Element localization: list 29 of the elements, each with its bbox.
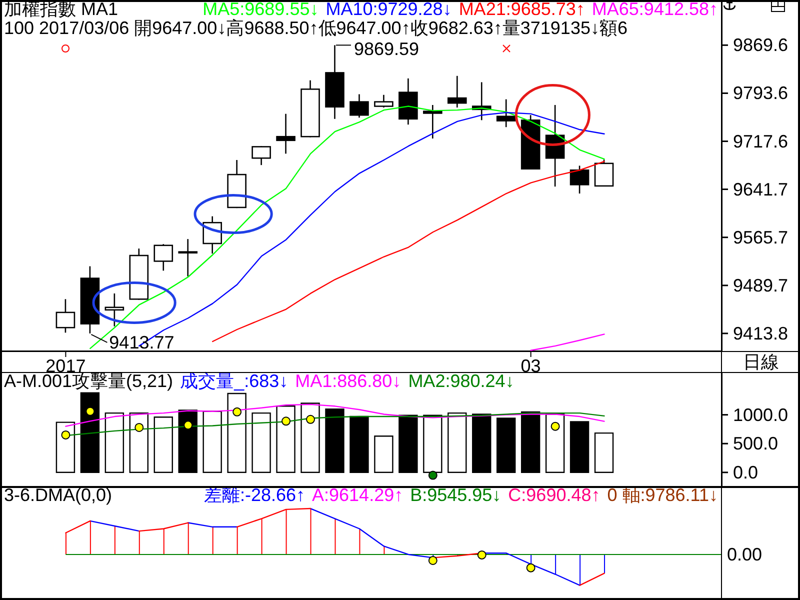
legend-label: C:9690.48↑ — [508, 485, 600, 505]
y-tick-label: 9413.8 — [733, 323, 788, 344]
ref-line-label: 0.00 — [727, 544, 762, 564]
y-tick-label: 9641.7 — [733, 179, 788, 200]
y-tick-label: 500.0 — [733, 434, 778, 454]
annotation: 9413.77 — [109, 332, 174, 352]
y-tick-label: 9717.6 — [733, 131, 788, 152]
legend-label: 0 軸:9786.11↓ — [607, 485, 718, 505]
series-label: MA2:980.24↓ — [408, 371, 514, 391]
series-label: 差離:-28.66↑ — [204, 485, 306, 505]
text: MA65:9412.58↑ — [592, 0, 718, 19]
x-tick-label: 03 — [520, 356, 541, 376]
text: MA10:9729.28↓ — [326, 0, 452, 19]
text: MA5:9689.55↓ — [202, 0, 319, 19]
series-label: 成交量_:683↓ — [180, 371, 288, 391]
chart-title: 3-6.DMA(0,0) — [4, 485, 112, 505]
text: MA21:9685.73↑ — [458, 0, 585, 19]
series-label: MA1:886.80↓ — [295, 371, 402, 391]
legend-label: A:9614.29↑ — [312, 485, 404, 505]
y-tick-label: 1000.0 — [733, 404, 788, 425]
y-tick-label: 0.0 — [733, 462, 758, 482]
y-tick-label: 9869.6 — [733, 35, 788, 56]
x-axis-title: 日線 — [743, 352, 779, 372]
legend-label: B:9545.95↓ — [410, 485, 502, 505]
annotation: 9869.59 — [354, 39, 420, 60]
text: 100 2017/03/06 開9647.00↓高9688.50↑低9647.00↑收9682.63↑量3719135↓額6 — [4, 18, 628, 38]
y-tick-label: 9565.7 — [733, 227, 788, 248]
y-tick-label: 9489.7 — [733, 275, 788, 296]
y-tick-label: 9793.6 — [733, 83, 788, 104]
